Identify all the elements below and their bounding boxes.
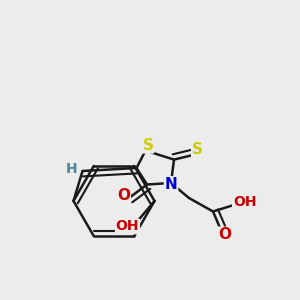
Text: S: S (142, 138, 153, 153)
Text: O: O (117, 188, 130, 203)
Text: OH: OH (116, 220, 139, 233)
Text: OH: OH (233, 196, 256, 209)
Text: N: N (165, 177, 177, 192)
Text: H: H (65, 163, 77, 176)
Text: S: S (192, 142, 203, 157)
Text: O: O (218, 227, 232, 242)
